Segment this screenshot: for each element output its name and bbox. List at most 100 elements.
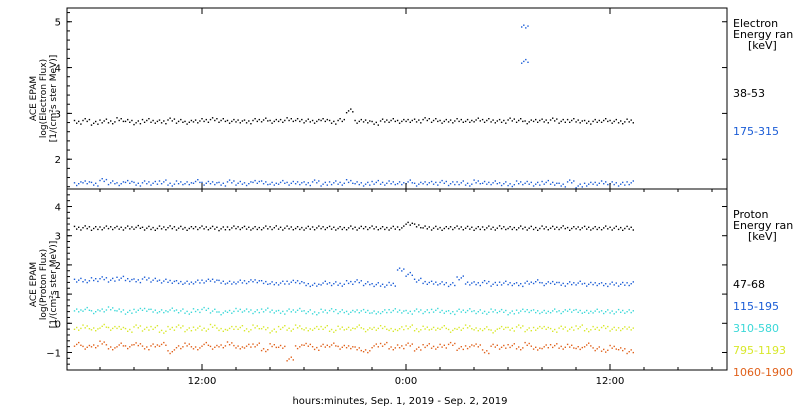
proton-point	[260, 229, 263, 231]
proton-point	[556, 281, 558, 284]
proton-point	[358, 227, 360, 229]
proton-point	[356, 349, 358, 351]
electron-point	[405, 120, 407, 123]
electron-point	[500, 184, 503, 187]
proton-point	[99, 226, 101, 228]
electron-point	[152, 182, 154, 184]
proton-point	[152, 226, 154, 229]
electron-point	[273, 120, 275, 123]
proton-point	[518, 227, 520, 229]
proton-point	[398, 328, 401, 330]
proton-point	[405, 275, 407, 277]
electron-point	[586, 185, 588, 187]
proton-point	[598, 311, 600, 313]
proton-point	[571, 326, 573, 329]
proton-point	[556, 226, 558, 228]
electron-point	[114, 183, 116, 185]
electron-point	[503, 183, 505, 185]
proton-point	[235, 227, 237, 230]
proton-point	[381, 327, 384, 330]
proton-point	[333, 331, 335, 333]
proton-point	[335, 345, 337, 347]
proton-point	[333, 226, 335, 228]
proton-point	[500, 325, 503, 328]
proton-point	[511, 228, 513, 231]
electron-point	[143, 121, 146, 123]
proton-point	[160, 228, 163, 230]
proton-point	[456, 310, 458, 312]
proton-point	[369, 350, 371, 352]
proton-point	[290, 281, 292, 283]
electron-point	[435, 181, 437, 184]
proton-point	[188, 313, 190, 315]
proton-point	[547, 326, 549, 329]
proton-point	[409, 310, 411, 313]
proton-point	[494, 309, 496, 311]
proton-point	[222, 226, 224, 228]
proton-point	[520, 225, 522, 227]
proton-point	[201, 329, 203, 331]
electron-point	[322, 118, 324, 120]
proton-point	[311, 329, 314, 331]
proton-point	[611, 229, 613, 231]
proton-point	[490, 345, 492, 347]
electron-point	[226, 181, 229, 183]
proton-point	[547, 229, 549, 231]
proton-point	[603, 227, 605, 229]
proton-point	[392, 330, 394, 332]
proton-point	[569, 328, 571, 330]
proton-point	[324, 228, 326, 231]
proton-point	[396, 226, 399, 228]
proton-point	[103, 278, 105, 281]
proton-point	[473, 310, 475, 312]
proton-point	[498, 310, 501, 313]
proton-point	[620, 311, 622, 313]
electron-point	[343, 118, 345, 121]
proton-point	[301, 226, 303, 229]
electron-point	[632, 180, 634, 182]
electron-point	[413, 118, 416, 120]
proton-point	[82, 324, 84, 326]
proton-point	[269, 332, 271, 334]
proton-point	[588, 342, 590, 344]
electron-point	[441, 179, 443, 182]
proton-point	[617, 285, 620, 287]
proton-point	[615, 311, 617, 313]
proton-point	[186, 329, 188, 331]
proton-point	[477, 346, 479, 348]
proton-point	[133, 344, 135, 346]
proton-point	[256, 228, 258, 231]
proton-point	[432, 283, 435, 285]
proton-point	[277, 346, 280, 348]
proton-point	[364, 283, 367, 285]
proton-point	[420, 349, 422, 351]
proton-point	[420, 277, 422, 280]
electron-point	[199, 181, 201, 184]
electron-point	[452, 122, 454, 124]
proton-point	[452, 311, 454, 313]
proton-point	[262, 282, 265, 285]
proton-point	[184, 342, 186, 344]
electron-point	[345, 112, 348, 114]
electron-ylabel-line: [1/(cm²s ster MeV)]	[49, 55, 59, 142]
proton-point	[462, 309, 464, 311]
proton-point	[583, 282, 586, 285]
electron-point	[309, 184, 311, 187]
proton-point	[592, 283, 594, 286]
proton-point	[430, 308, 433, 311]
proton-point	[369, 327, 371, 329]
electron-point	[381, 118, 384, 120]
proton-point	[424, 328, 426, 330]
proton-point	[267, 349, 269, 351]
proton-point	[307, 225, 309, 228]
electron-point	[194, 180, 197, 183]
electron-point	[507, 184, 509, 187]
proton-point	[201, 345, 203, 347]
proton-point	[335, 281, 337, 283]
electron-point	[167, 119, 169, 121]
electron-point	[80, 123, 82, 125]
proton-point	[426, 283, 428, 285]
electron-point	[135, 122, 137, 124]
electron-point	[239, 180, 241, 183]
